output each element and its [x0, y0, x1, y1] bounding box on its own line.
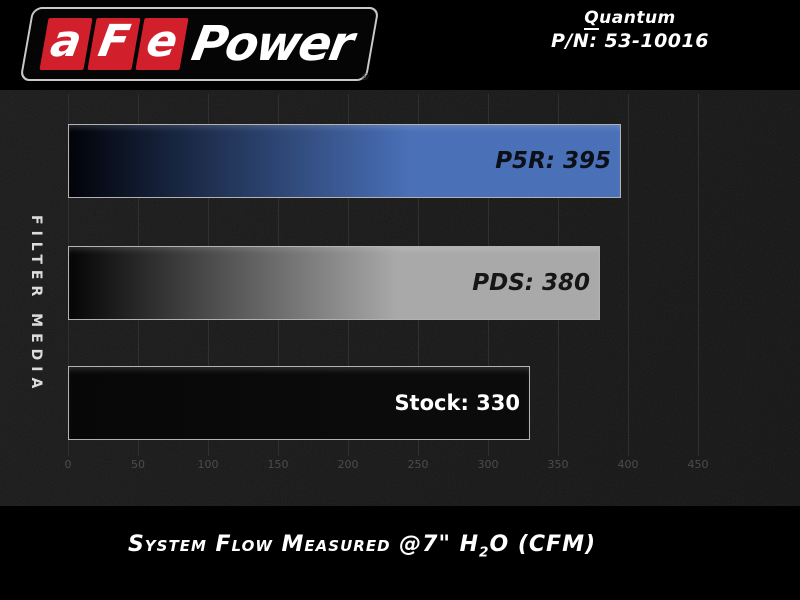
logo-power-text: Power [187, 16, 357, 72]
footer: System Flow Measured @7" H2O (CFM) [0, 506, 800, 600]
x-tick-label: 300 [477, 458, 499, 471]
registered-trademark-icon: ® [359, 73, 371, 83]
chart-caption: System Flow Measured @7" H2O (CFM) [0, 532, 724, 560]
logo-letter-tile: e [135, 15, 189, 71]
bar-label-stock: Stock: 330 [394, 391, 520, 415]
logo-letter-tile: F [87, 15, 141, 71]
x-tick-label: 250 [407, 458, 429, 471]
bar-stock: Stock: 330 [68, 366, 530, 440]
y-axis-label: FILTER MEDIA [28, 215, 44, 395]
product-name-rest: uantum [599, 8, 676, 28]
x-tick-label: 200 [337, 458, 359, 471]
bars-layer: P5R: 395 PDS: 380 Stock: 330 [68, 90, 698, 506]
caption-subscript: 2 [479, 544, 490, 561]
part-number: P/N: 53-10016 [551, 30, 709, 52]
chart-area: FILTER MEDIA P5R: 395 PDS: 380 Stock: 330 … [0, 90, 800, 506]
logo-letter: e [142, 15, 182, 67]
bar-label-p5r: P5R: 395 [495, 148, 611, 174]
logo-letter: F [94, 15, 134, 67]
caption-text-pre: System Flow Measured @7" H [127, 532, 480, 557]
x-tick-label: 100 [197, 458, 219, 471]
x-tick-label: 0 [64, 458, 72, 471]
plot: P5R: 395 PDS: 380 Stock: 330 0 50 100 150 200 2… [64, 90, 709, 506]
x-tick-label: 400 [617, 458, 639, 471]
bar-label-pds: PDS: 380 [472, 270, 590, 296]
bar-pds: PDS: 380 [68, 246, 600, 320]
caption-text-post: O (CFM) [489, 532, 597, 557]
product-name-initial: Q [584, 8, 600, 30]
x-tick-label: 150 [267, 458, 289, 471]
logo-letter: a [46, 15, 86, 67]
xticks-layer: 0 50 100 150 200 250 300 350 400 450 [64, 90, 709, 506]
product-name: Quantum [530, 8, 730, 30]
gridline [627, 94, 629, 456]
x-tick-label: 450 [687, 458, 709, 471]
gridline [698, 94, 699, 456]
bar-p5r: P5R: 395 [68, 124, 621, 198]
x-tick-label: 350 [547, 458, 569, 471]
product-info: Quantum P/N: 53-10016 [530, 8, 730, 52]
logo-letter-tile: a [39, 15, 93, 71]
x-tick-label: 50 [130, 458, 145, 471]
